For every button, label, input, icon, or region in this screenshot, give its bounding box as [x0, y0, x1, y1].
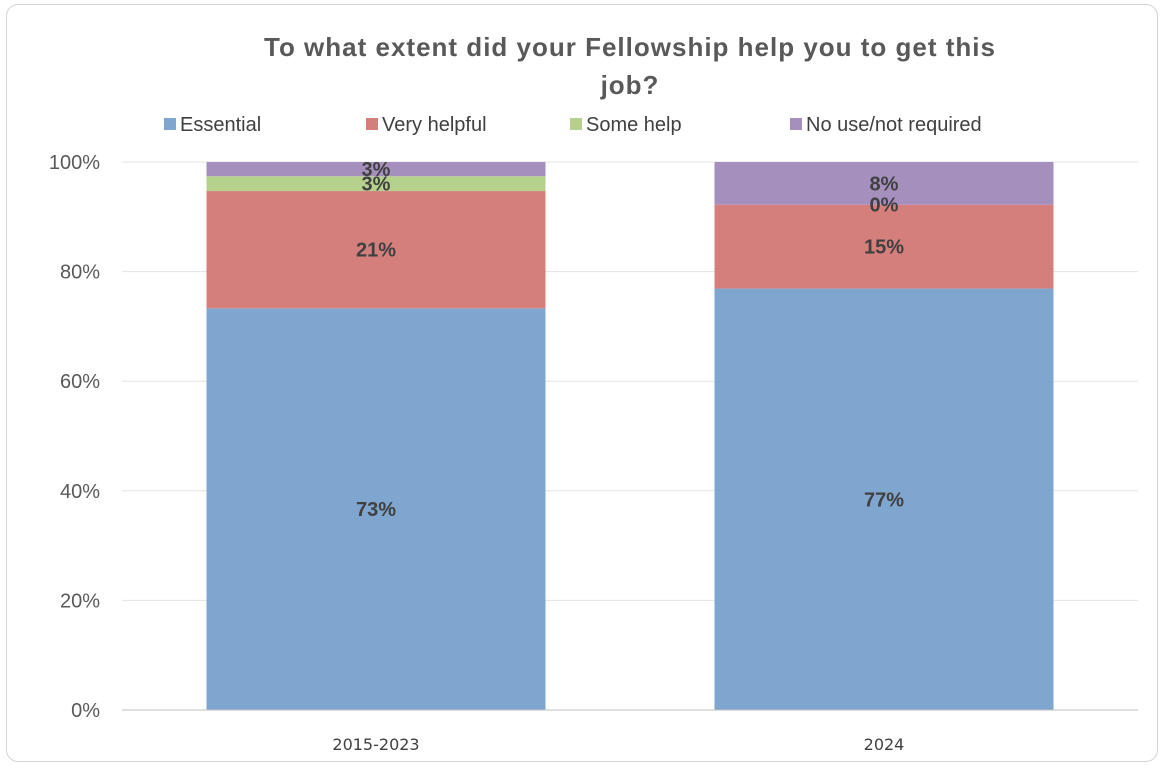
legend-label: Some help [586, 114, 682, 136]
bar-segment [714, 162, 1054, 205]
bar-segment [714, 288, 1054, 710]
data-label: 73% [356, 499, 396, 521]
y-tick-label: 0% [71, 700, 100, 722]
data-label: 8% [870, 173, 899, 195]
x-axis: 2015-2023 2024 [122, 709, 1138, 754]
legend-swatch [164, 118, 176, 130]
data-label: 3% [362, 174, 391, 196]
x-tick-label: 2015-2023 [332, 735, 419, 754]
y-tick-label: 40% [60, 481, 100, 503]
bar-segment [206, 162, 546, 177]
y-axis: 0% 20% 40% 60% 80% 100% [49, 152, 100, 722]
bar-segment [206, 191, 546, 309]
legend: Essential Very helpful Some help No use/not… [164, 114, 982, 136]
chart-title-line-1: To what extent did your Fellowship help … [264, 32, 996, 62]
x-tick-label: 2024 [864, 735, 905, 754]
legend-label: Essential [180, 114, 261, 136]
bar-segment [714, 204, 1054, 289]
data-label: 21% [356, 240, 396, 262]
y-tick-label: 80% [60, 262, 100, 284]
bar-segment [206, 176, 546, 192]
legend-label: No use/not required [806, 114, 982, 136]
legend-swatch [366, 118, 378, 130]
bar-segment [206, 308, 546, 710]
data-label: 3% [362, 159, 391, 181]
data-labels: 73% 21% 3%3% 77% 15% 0%8% [356, 159, 904, 521]
chart-title-line-2: job? [600, 70, 660, 100]
legend-label: Very helpful [382, 114, 487, 136]
y-tick-label: 20% [60, 590, 100, 612]
data-label: 77% [864, 489, 904, 511]
data-label: 0% [870, 195, 899, 217]
y-tick-label: 100% [49, 152, 100, 174]
bars [206, 162, 1054, 710]
legend-swatch [790, 118, 802, 130]
data-label: 15% [864, 237, 904, 259]
y-tick-label: 60% [60, 371, 100, 393]
legend-swatch [570, 118, 582, 130]
